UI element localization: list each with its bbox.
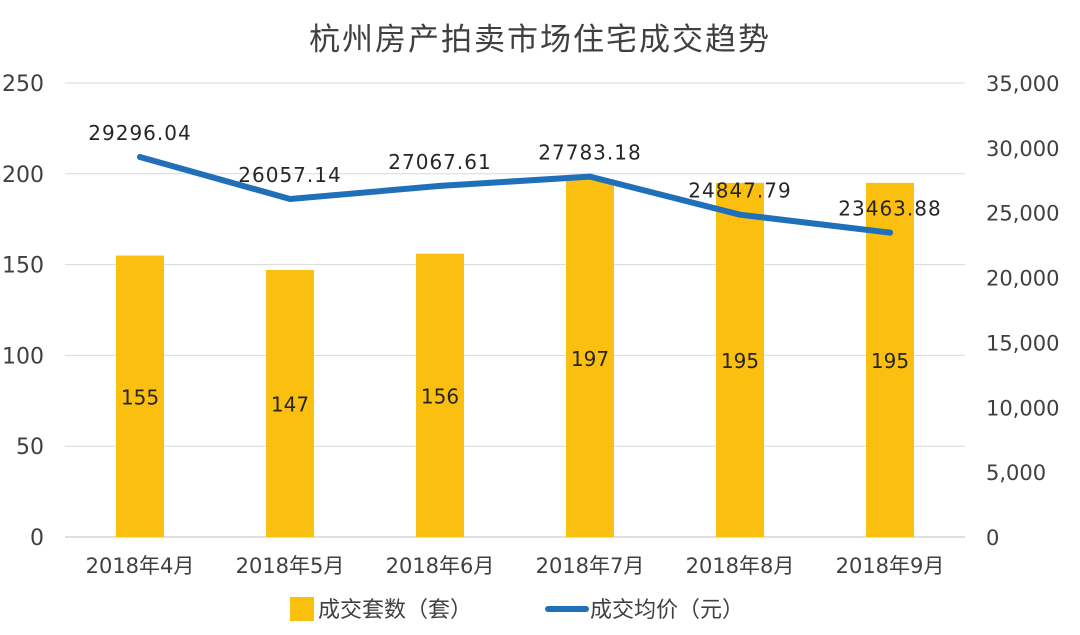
y-left-tick-label: 150 — [2, 254, 44, 279]
line-labels: 29296.04 26057.14 27067.61 27783.18 24847.79… — [88, 121, 941, 221]
line-point — [437, 182, 443, 189]
y-left-tick-label: 50 — [16, 435, 44, 460]
y-left-tick-label: 0 — [30, 526, 44, 551]
y-right-tick-label: 25,000 — [986, 202, 1059, 226]
line-point — [137, 153, 143, 160]
bar — [866, 182, 914, 537]
bar — [566, 179, 614, 538]
x-axis: 2018年4月 2018年5月 2018年6月 2018年7月 2018年8月 2018年… — [86, 554, 945, 578]
y-right-tick-label: 5,000 — [986, 461, 1046, 485]
x-tick-label: 2018年8月 — [686, 554, 795, 578]
y-right-tick-label: 15,000 — [986, 331, 1059, 355]
y-right-tick-label: 10,000 — [986, 396, 1059, 420]
y-left-tick-label: 100 — [2, 344, 44, 369]
line-point — [587, 173, 593, 180]
y-right-tick-label: 0 — [986, 526, 999, 550]
y-axis-left: 0 50 100 150 200 250 — [2, 72, 44, 551]
legend-label-line: 成交均价（元） — [590, 598, 744, 623]
x-tick-label: 2018年6月 — [386, 554, 495, 578]
gridlines — [65, 82, 965, 538]
line-series — [137, 153, 893, 236]
line-path — [137, 153, 893, 236]
y-axis-right: 0 5,000 10,000 15,000 20,000 25,000 30,000 35,0… — [986, 72, 1059, 550]
line-value-label: 29296.04 — [88, 121, 191, 145]
x-tick-label: 2018年5月 — [236, 554, 345, 578]
x-tick-label: 2018年4月 — [86, 554, 195, 578]
line-value-label: 24847.79 — [688, 179, 791, 203]
line-point — [887, 229, 893, 236]
y-left-tick-label: 200 — [2, 163, 44, 188]
bar — [116, 255, 164, 537]
bar-value-label: 147 — [271, 393, 309, 417]
x-tick-label: 2018年9月 — [836, 554, 945, 578]
bar-value-label: 155 — [121, 385, 159, 409]
line-value-label: 27067.61 — [388, 150, 491, 174]
y-right-tick-label: 20,000 — [986, 267, 1059, 291]
bar-series — [116, 179, 914, 538]
line-point — [737, 211, 743, 218]
bar — [266, 270, 314, 537]
line-point — [287, 196, 293, 203]
y-right-tick-label: 35,000 — [986, 72, 1059, 96]
bar — [416, 253, 464, 538]
legend: 成交套数（套） 成交均价（元） — [290, 597, 744, 623]
bar — [716, 182, 764, 537]
chart-title: 杭州房产拍卖市场住宅成交趋势 — [309, 22, 771, 58]
y-right-tick-label: 30,000 — [986, 137, 1059, 161]
line-value-label: 27783.18 — [538, 141, 641, 165]
bar-value-label: 197 — [571, 347, 609, 371]
legend-label-bars: 成交套数（套） — [318, 598, 472, 623]
y-left-tick-label: 250 — [2, 72, 44, 97]
x-tick-label: 2018年7月 — [536, 554, 645, 578]
legend-swatch-bars — [290, 597, 314, 621]
bar-value-label: 195 — [721, 349, 759, 373]
bar-value-label: 156 — [421, 384, 459, 408]
line-value-label: 23463.88 — [838, 197, 941, 221]
bar-labels: 155 147 156 197 195 195 — [121, 347, 909, 416]
line-value-label: 26057.14 — [238, 163, 341, 187]
bar-value-label: 195 — [871, 349, 909, 373]
